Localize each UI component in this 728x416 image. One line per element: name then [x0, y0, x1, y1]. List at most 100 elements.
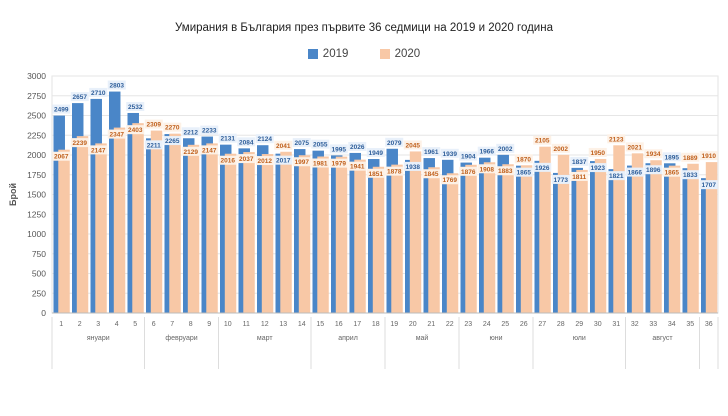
data-label-bg-2019: [255, 134, 274, 144]
x-tick-label: 35: [686, 321, 694, 328]
bar-2020: [243, 152, 255, 313]
y-tick-label: 2250: [27, 130, 46, 140]
bar-2020: [113, 127, 126, 313]
data-label-bg-2019: [514, 167, 533, 177]
data-label-2019: 1773: [554, 177, 569, 184]
data-label-bg-2020: [181, 146, 200, 156]
bar-2020: [687, 163, 699, 313]
legend-swatch-2019: [307, 49, 318, 59]
x-tick-label: 3: [96, 321, 100, 328]
data-label-bg-2020: [496, 166, 515, 176]
x-tick-label: 10: [224, 321, 232, 328]
data-label-bg-2019: [181, 127, 200, 137]
y-tick-label: 1500: [27, 190, 46, 200]
bar-2020: [668, 165, 681, 313]
legend-item-2020: 2020: [379, 48, 420, 60]
data-label-2020: 1979: [332, 161, 347, 168]
data-label-2020: 1908: [480, 166, 495, 173]
data-label-bg-2020: [237, 154, 256, 164]
x-tick-label: 2: [78, 321, 82, 328]
data-label-bg-2020: [681, 152, 700, 162]
data-label-bg-2019: [570, 156, 589, 166]
data-label-bg-2020: [218, 155, 237, 165]
x-tick-label: 29: [575, 321, 583, 328]
data-label-bg-2020: [200, 145, 219, 155]
data-label-2020: 2037: [239, 156, 254, 163]
x-tick-label: 9: [207, 321, 211, 328]
data-label-bg-2020: [662, 167, 681, 177]
bar-2020: [650, 160, 662, 313]
x-tick-label: 5: [133, 321, 137, 328]
x-tick-label: 27: [538, 321, 546, 328]
data-label-2020: 1910: [702, 153, 717, 160]
x-tick-label: 21: [427, 321, 435, 328]
data-label-2019: 1923: [591, 165, 606, 172]
data-label-bg-2019: [70, 92, 89, 102]
data-label-2019: 1833: [683, 172, 698, 179]
data-label-2020: 2347: [110, 132, 125, 139]
data-label-2020: 1934: [646, 151, 661, 158]
bar-2020: [206, 143, 218, 313]
data-label-bg-2020: [514, 154, 533, 164]
data-label-2019: 1966: [480, 149, 495, 156]
data-label-2020: 1876: [461, 169, 476, 176]
x-tick-label: 11: [243, 321, 250, 328]
data-label-bg-2020: [89, 145, 108, 155]
data-label-2020: 2129: [184, 149, 199, 156]
data-label-2020: 1811: [572, 174, 586, 181]
data-label-bg-2019: [329, 144, 348, 154]
data-label-bg-2020: [459, 166, 478, 176]
data-label-bg-2019: [385, 137, 404, 147]
data-label-2019: 2084: [239, 139, 254, 146]
data-label-2020: 1981: [313, 161, 328, 168]
y-tick-label: 2000: [27, 150, 46, 160]
x-tick-label: 26: [520, 321, 528, 328]
data-label-2019: 2075: [295, 140, 310, 147]
data-label-bg-2019: [644, 165, 663, 175]
data-label-2019: 2211: [147, 142, 161, 149]
bar-2020: [465, 164, 477, 313]
data-label-2019: 1961: [424, 149, 439, 156]
data-label-bg-2020: [625, 142, 644, 152]
legend: 2019 2020: [0, 48, 728, 62]
bar-2020: [95, 143, 107, 313]
data-label-bg-2020: [551, 143, 570, 153]
chart-title: Умирания в България през първите 36 седм…: [175, 22, 553, 34]
x-tick-label: 31: [612, 321, 620, 328]
data-label-bg-2020: [699, 151, 718, 161]
data-label-bg-2019: [625, 167, 644, 177]
data-label-2019: 1707: [702, 182, 717, 189]
x-tick-label: 30: [594, 321, 602, 328]
data-label-bg-2019: [588, 163, 607, 173]
x-tick-label: 8: [189, 321, 193, 328]
data-label-2020: 2147: [202, 147, 217, 154]
x-tick-label: 6: [152, 321, 156, 328]
x-tick-label: 18: [372, 321, 380, 328]
data-label-2019: 2212: [184, 129, 199, 136]
data-label-bg-2019: [126, 101, 145, 111]
data-label-2019: 2657: [73, 94, 88, 101]
data-label-2019: 2002: [498, 146, 513, 153]
bar-2020: [132, 123, 144, 314]
data-label-bg-2019: [52, 104, 71, 114]
data-label-2019: 2265: [165, 138, 180, 145]
data-label-2020: 2147: [91, 147, 106, 154]
x-tick-label: 22: [446, 321, 454, 328]
legend-swatch-2020: [379, 49, 390, 59]
data-label-2020: 1997: [295, 159, 310, 166]
month-label: април: [338, 335, 358, 342]
data-label-2019: 2079: [387, 140, 402, 147]
data-label-2019: 1995: [332, 146, 347, 153]
bar-2020: [576, 169, 588, 313]
data-label-bg-2020: [588, 147, 607, 157]
data-label-2020: 1883: [498, 168, 513, 175]
data-label-2019: 1895: [665, 154, 680, 161]
bar-2020: [261, 154, 274, 313]
bar-2020: [502, 164, 514, 313]
legend-label-2019: 2019: [322, 48, 349, 60]
bar-2020: [76, 136, 89, 313]
data-label-bg-2019: [348, 141, 367, 151]
month-label: май: [416, 334, 429, 342]
data-label-bg-2020: [70, 138, 89, 148]
data-label-bg-2019: [274, 155, 293, 165]
